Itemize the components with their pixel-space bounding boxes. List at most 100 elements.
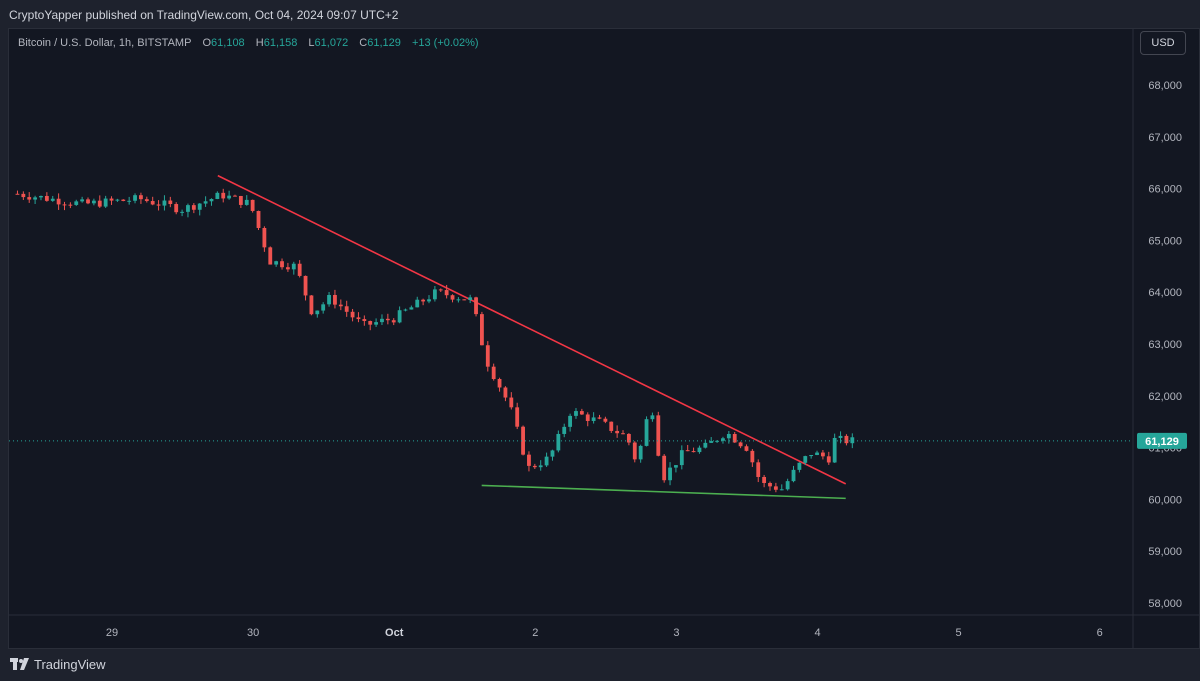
- candle-body: [491, 366, 496, 380]
- y-tick-label: 62,000: [1148, 391, 1182, 403]
- candle-body: [556, 433, 561, 451]
- candle-body: [327, 294, 331, 305]
- candle-body: [838, 435, 843, 438]
- candle-body: [291, 263, 296, 270]
- candle-body: [133, 195, 137, 201]
- candle-body: [603, 418, 608, 422]
- candle-body: [139, 195, 143, 200]
- candle-body: [262, 227, 267, 248]
- change-value: +13 (+0.02%): [411, 37, 479, 49]
- candle-body: [115, 199, 120, 201]
- y-tick-label: 64,000: [1148, 287, 1182, 299]
- candle-body: [303, 275, 308, 296]
- candle-body: [168, 200, 173, 205]
- candle-body: [39, 195, 43, 198]
- candle-body: [427, 299, 431, 302]
- candle-body: [97, 200, 102, 207]
- candle-body: [562, 426, 567, 434]
- candle-body: [579, 411, 584, 415]
- candle-body: [527, 454, 531, 466]
- candle-body: [691, 451, 696, 453]
- candle-body: [832, 437, 837, 463]
- candle-body: [80, 199, 85, 202]
- candle-body: [156, 204, 161, 206]
- candle-body: [68, 204, 73, 206]
- candle-body: [338, 304, 343, 307]
- candle-body: [186, 205, 190, 212]
- candle-body: [762, 476, 767, 484]
- candle-body: [474, 297, 478, 315]
- candle-body: [803, 456, 808, 463]
- y-tick-label: 58,000: [1148, 598, 1182, 610]
- candle-body: [485, 345, 490, 367]
- candle-body: [321, 304, 326, 311]
- candle-body: [703, 442, 708, 448]
- currency-button[interactable]: USD: [1140, 31, 1186, 55]
- candle-body: [315, 310, 320, 315]
- symbol-description[interactable]: Bitcoin / U.S. Dollar, 1h, BITSTAMP: [18, 37, 192, 49]
- candle-body: [732, 434, 737, 443]
- candle-body: [662, 455, 667, 481]
- candle-body: [750, 450, 755, 463]
- candle-body: [274, 261, 279, 265]
- candle-body: [797, 462, 802, 470]
- candle-body: [444, 290, 449, 296]
- candle-body: [144, 199, 149, 202]
- footer: [0, 650, 1200, 681]
- candle-body: [285, 267, 290, 270]
- top-bar: CryptoYapper published on TradingView.co…: [0, 0, 1200, 30]
- candle-body: [679, 450, 684, 466]
- x-tick-label: 4: [814, 627, 820, 639]
- x-tick-label: 5: [956, 627, 962, 639]
- candle-body: [538, 465, 543, 468]
- tradingview-logo[interactable]: TradingView: [10, 655, 106, 673]
- y-tick-label: 68,000: [1148, 80, 1182, 92]
- candle-body: [86, 199, 90, 204]
- candle-body: [791, 469, 796, 482]
- candle-body: [626, 433, 631, 443]
- candle-body: [697, 447, 702, 453]
- candle-body: [150, 201, 155, 205]
- candle-body: [397, 310, 402, 323]
- candle-body: [244, 199, 249, 205]
- candle-body: [350, 311, 355, 318]
- candle-body: [721, 438, 725, 441]
- x-tick-label: 29: [106, 627, 118, 639]
- candle-body: [174, 204, 179, 213]
- low-value: 61,072: [314, 37, 349, 49]
- candle-body: [480, 314, 484, 346]
- x-tick-label: Oct: [385, 627, 404, 639]
- close-label: C: [359, 37, 368, 49]
- candle-body: [121, 199, 126, 201]
- candle-body: [456, 299, 461, 301]
- candle-body: [632, 442, 637, 460]
- support-trendline: [481, 484, 846, 500]
- last-price-label: 61,129: [1145, 436, 1179, 448]
- candle-body: [615, 430, 620, 434]
- candle-body: [726, 434, 731, 439]
- candle-body: [403, 309, 408, 311]
- candle-body: [585, 414, 590, 421]
- candle-body: [268, 247, 273, 265]
- high-label: H: [255, 37, 264, 49]
- candle-body: [773, 486, 778, 490]
- candle-body: [656, 415, 661, 456]
- candle-body: [91, 200, 96, 204]
- candle-body: [497, 379, 502, 388]
- candle-body: [238, 196, 243, 205]
- candle-body: [197, 203, 202, 210]
- candle-body: [668, 467, 672, 481]
- candle-body: [844, 435, 849, 444]
- candle-body: [438, 289, 443, 291]
- candle-body: [826, 456, 831, 463]
- candle-body: [44, 195, 49, 201]
- candle-body: [738, 442, 743, 447]
- tradingview-brand-text: TradingView: [34, 656, 106, 672]
- candle-body: [50, 198, 55, 201]
- chart-pane[interactable]: [8, 28, 1200, 649]
- y-tick-label: 59,000: [1148, 546, 1182, 558]
- candle-body: [685, 450, 690, 452]
- candle-body: [768, 483, 772, 487]
- candle-body: [568, 415, 573, 427]
